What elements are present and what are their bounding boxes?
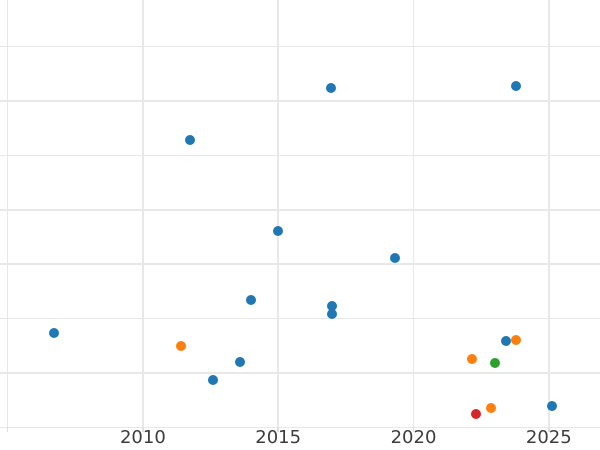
- data-point-blue: [389, 253, 400, 264]
- h-gridline: [0, 45, 600, 48]
- x-tick: [412, 427, 415, 433]
- data-point-blue: [500, 335, 511, 346]
- data-point-blue: [246, 295, 257, 306]
- x-tick: [6, 427, 9, 433]
- data-point-orange: [466, 353, 477, 364]
- data-point-green: [489, 358, 500, 369]
- data-point-blue: [235, 357, 246, 368]
- h-gridline: [0, 372, 600, 374]
- data-point-blue: [208, 374, 219, 385]
- x-tick-label: 2015: [255, 427, 302, 448]
- h-gridline: [0, 154, 600, 157]
- x-tick-label: 2010: [119, 427, 166, 448]
- h-gridline: [0, 263, 600, 265]
- data-point-blue: [325, 83, 336, 94]
- v-gridline: [548, 0, 550, 428]
- x-tick-label: 2025: [525, 427, 572, 448]
- data-point-blue: [48, 328, 59, 339]
- data-point-blue: [327, 309, 338, 320]
- data-point-orange: [485, 403, 496, 414]
- data-point-blue: [546, 401, 557, 412]
- h-gridline: [0, 100, 600, 102]
- v-gridline: [277, 0, 279, 428]
- x-tick-label: 2020: [390, 427, 437, 448]
- data-point-blue: [185, 135, 196, 146]
- data-point-blue: [273, 226, 284, 237]
- h-gridline: [0, 209, 600, 211]
- h-gridline: [0, 317, 600, 320]
- data-point-red: [470, 409, 481, 420]
- data-point-orange: [511, 334, 522, 345]
- v-gridline: [142, 0, 144, 428]
- data-point-orange: [175, 340, 186, 351]
- x-tick: [142, 427, 144, 433]
- v-gridline: [6, 0, 9, 428]
- v-gridline: [412, 0, 415, 428]
- x-tick: [277, 427, 279, 433]
- data-point-blue: [511, 80, 522, 91]
- data-point-blue: [327, 301, 338, 312]
- x-tick: [548, 427, 550, 433]
- x-axis-line: [0, 426, 600, 429]
